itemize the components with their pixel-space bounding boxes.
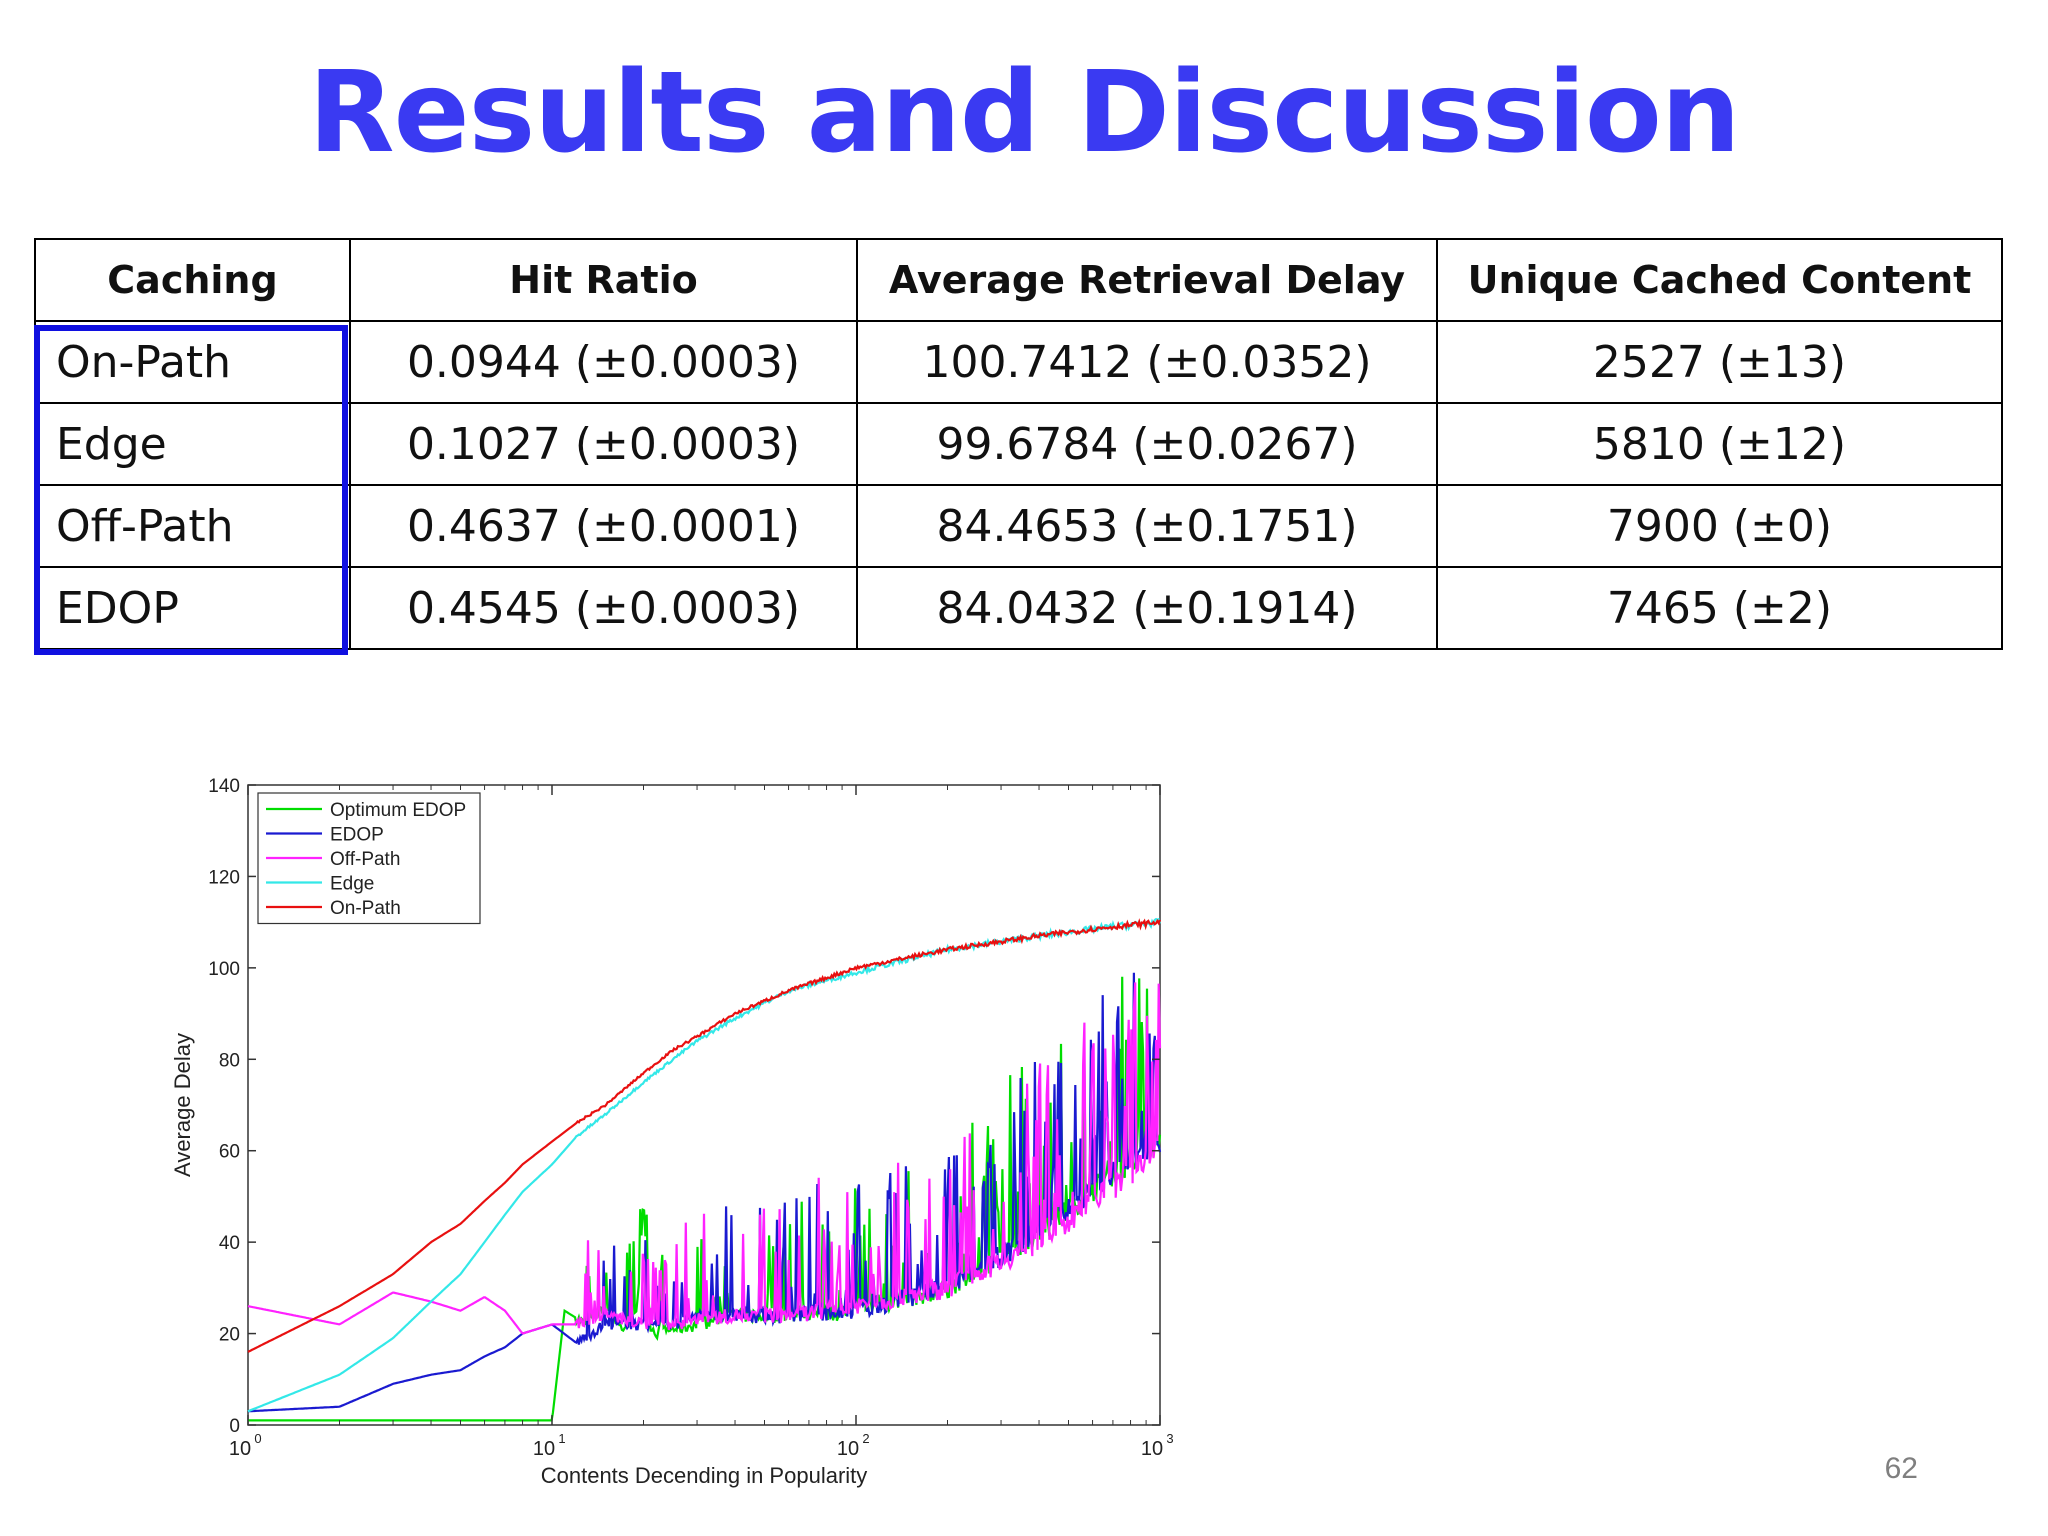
series-line xyxy=(247,972,1162,1413)
legend-label: On-Path xyxy=(330,898,401,919)
x-tick-label: 10 xyxy=(837,1438,859,1460)
y-tick-label: 20 xyxy=(219,1325,240,1346)
y-tick-label: 60 xyxy=(219,1142,240,1163)
table-row: On-Path 0.0944 (±0.0003) 100.7412 (±0.03… xyxy=(34,320,2003,404)
row-label: EDOP xyxy=(34,566,351,650)
unique-content-cell: 7900 (±0) xyxy=(1436,484,2003,568)
x-tick-label: 10 xyxy=(533,1438,555,1460)
unique-content-cell: 2527 (±13) xyxy=(1436,320,2003,404)
hit-ratio-cell: 0.4545 (±0.0003) xyxy=(349,566,858,650)
header-hit-ratio: Hit Ratio xyxy=(349,238,858,322)
y-tick-label: 80 xyxy=(219,1050,240,1071)
x-tick-label: 10 xyxy=(229,1438,251,1460)
avg-delay-cell: 100.7412 (±0.0352) xyxy=(856,320,1438,404)
table-row: Edge 0.1027 (±0.0003) 99.6784 (±0.0267) … xyxy=(34,402,2003,486)
legend-label: Off-Path xyxy=(330,849,400,870)
x-tick-exponent: 0 xyxy=(254,1431,261,1446)
y-tick-label: 140 xyxy=(208,776,240,797)
header-unique-content: Unique Cached Content xyxy=(1436,238,2003,322)
y-tick-label: 40 xyxy=(219,1233,240,1254)
legend-label: Optimum EDOP xyxy=(330,800,466,821)
series-line xyxy=(247,982,1162,1335)
hit-ratio-cell: 0.1027 (±0.0003) xyxy=(349,402,858,486)
x-tick-label: 10 xyxy=(1141,1438,1163,1460)
x-tick-exponent: 3 xyxy=(1166,1431,1173,1446)
x-tick-exponent: 1 xyxy=(558,1431,565,1446)
avg-delay-cell: 84.4653 (±0.1751) xyxy=(856,484,1438,568)
hit-ratio-cell: 0.4637 (±0.0001) xyxy=(349,484,858,568)
avg-delay-cell: 99.6784 (±0.0267) xyxy=(856,402,1438,486)
unique-content-cell: 7465 (±2) xyxy=(1436,566,2003,650)
highlight-box xyxy=(34,325,348,655)
header-caching: Caching xyxy=(34,238,351,322)
slide-title: Results and Discussion xyxy=(308,48,1740,178)
header-avg-delay: Average Retrieval Delay xyxy=(856,238,1438,322)
page-number: 62 xyxy=(1884,1452,1918,1485)
delay-chart: 0 20 40 60 80 100 120 140 10 0 10 1 10 2 10 3 Contents D… xyxy=(160,765,1200,1505)
row-label: On-Path xyxy=(34,320,351,404)
unique-content-cell: 5810 (±12) xyxy=(1436,402,2003,486)
legend-label: Edge xyxy=(330,874,374,895)
avg-delay-cell: 84.0432 (±0.1914) xyxy=(856,566,1438,650)
x-axis-label: Contents Decending in Popularity xyxy=(541,1463,868,1488)
row-label: Edge xyxy=(34,402,351,486)
results-table: Caching Hit Ratio Average Retrieval Dela… xyxy=(34,238,2003,650)
table-header-row: Caching Hit Ratio Average Retrieval Dela… xyxy=(34,238,2003,322)
y-axis-label: Average Delay xyxy=(170,1033,195,1177)
y-tick-label: 120 xyxy=(208,867,240,888)
hit-ratio-cell: 0.0944 (±0.0003) xyxy=(349,320,858,404)
y-tick-label: 0 xyxy=(229,1416,240,1437)
table-row: Off-Path 0.4637 (±0.0001) 84.4653 (±0.17… xyxy=(34,484,2003,568)
x-tick-exponent: 2 xyxy=(862,1431,869,1446)
y-tick-label: 100 xyxy=(208,959,240,980)
row-label: Off-Path xyxy=(34,484,351,568)
series-line xyxy=(247,918,1162,1353)
table-row: EDOP 0.4545 (±0.0003) 84.0432 (±0.1914) … xyxy=(34,566,2003,650)
legend-label: EDOP xyxy=(330,825,384,846)
